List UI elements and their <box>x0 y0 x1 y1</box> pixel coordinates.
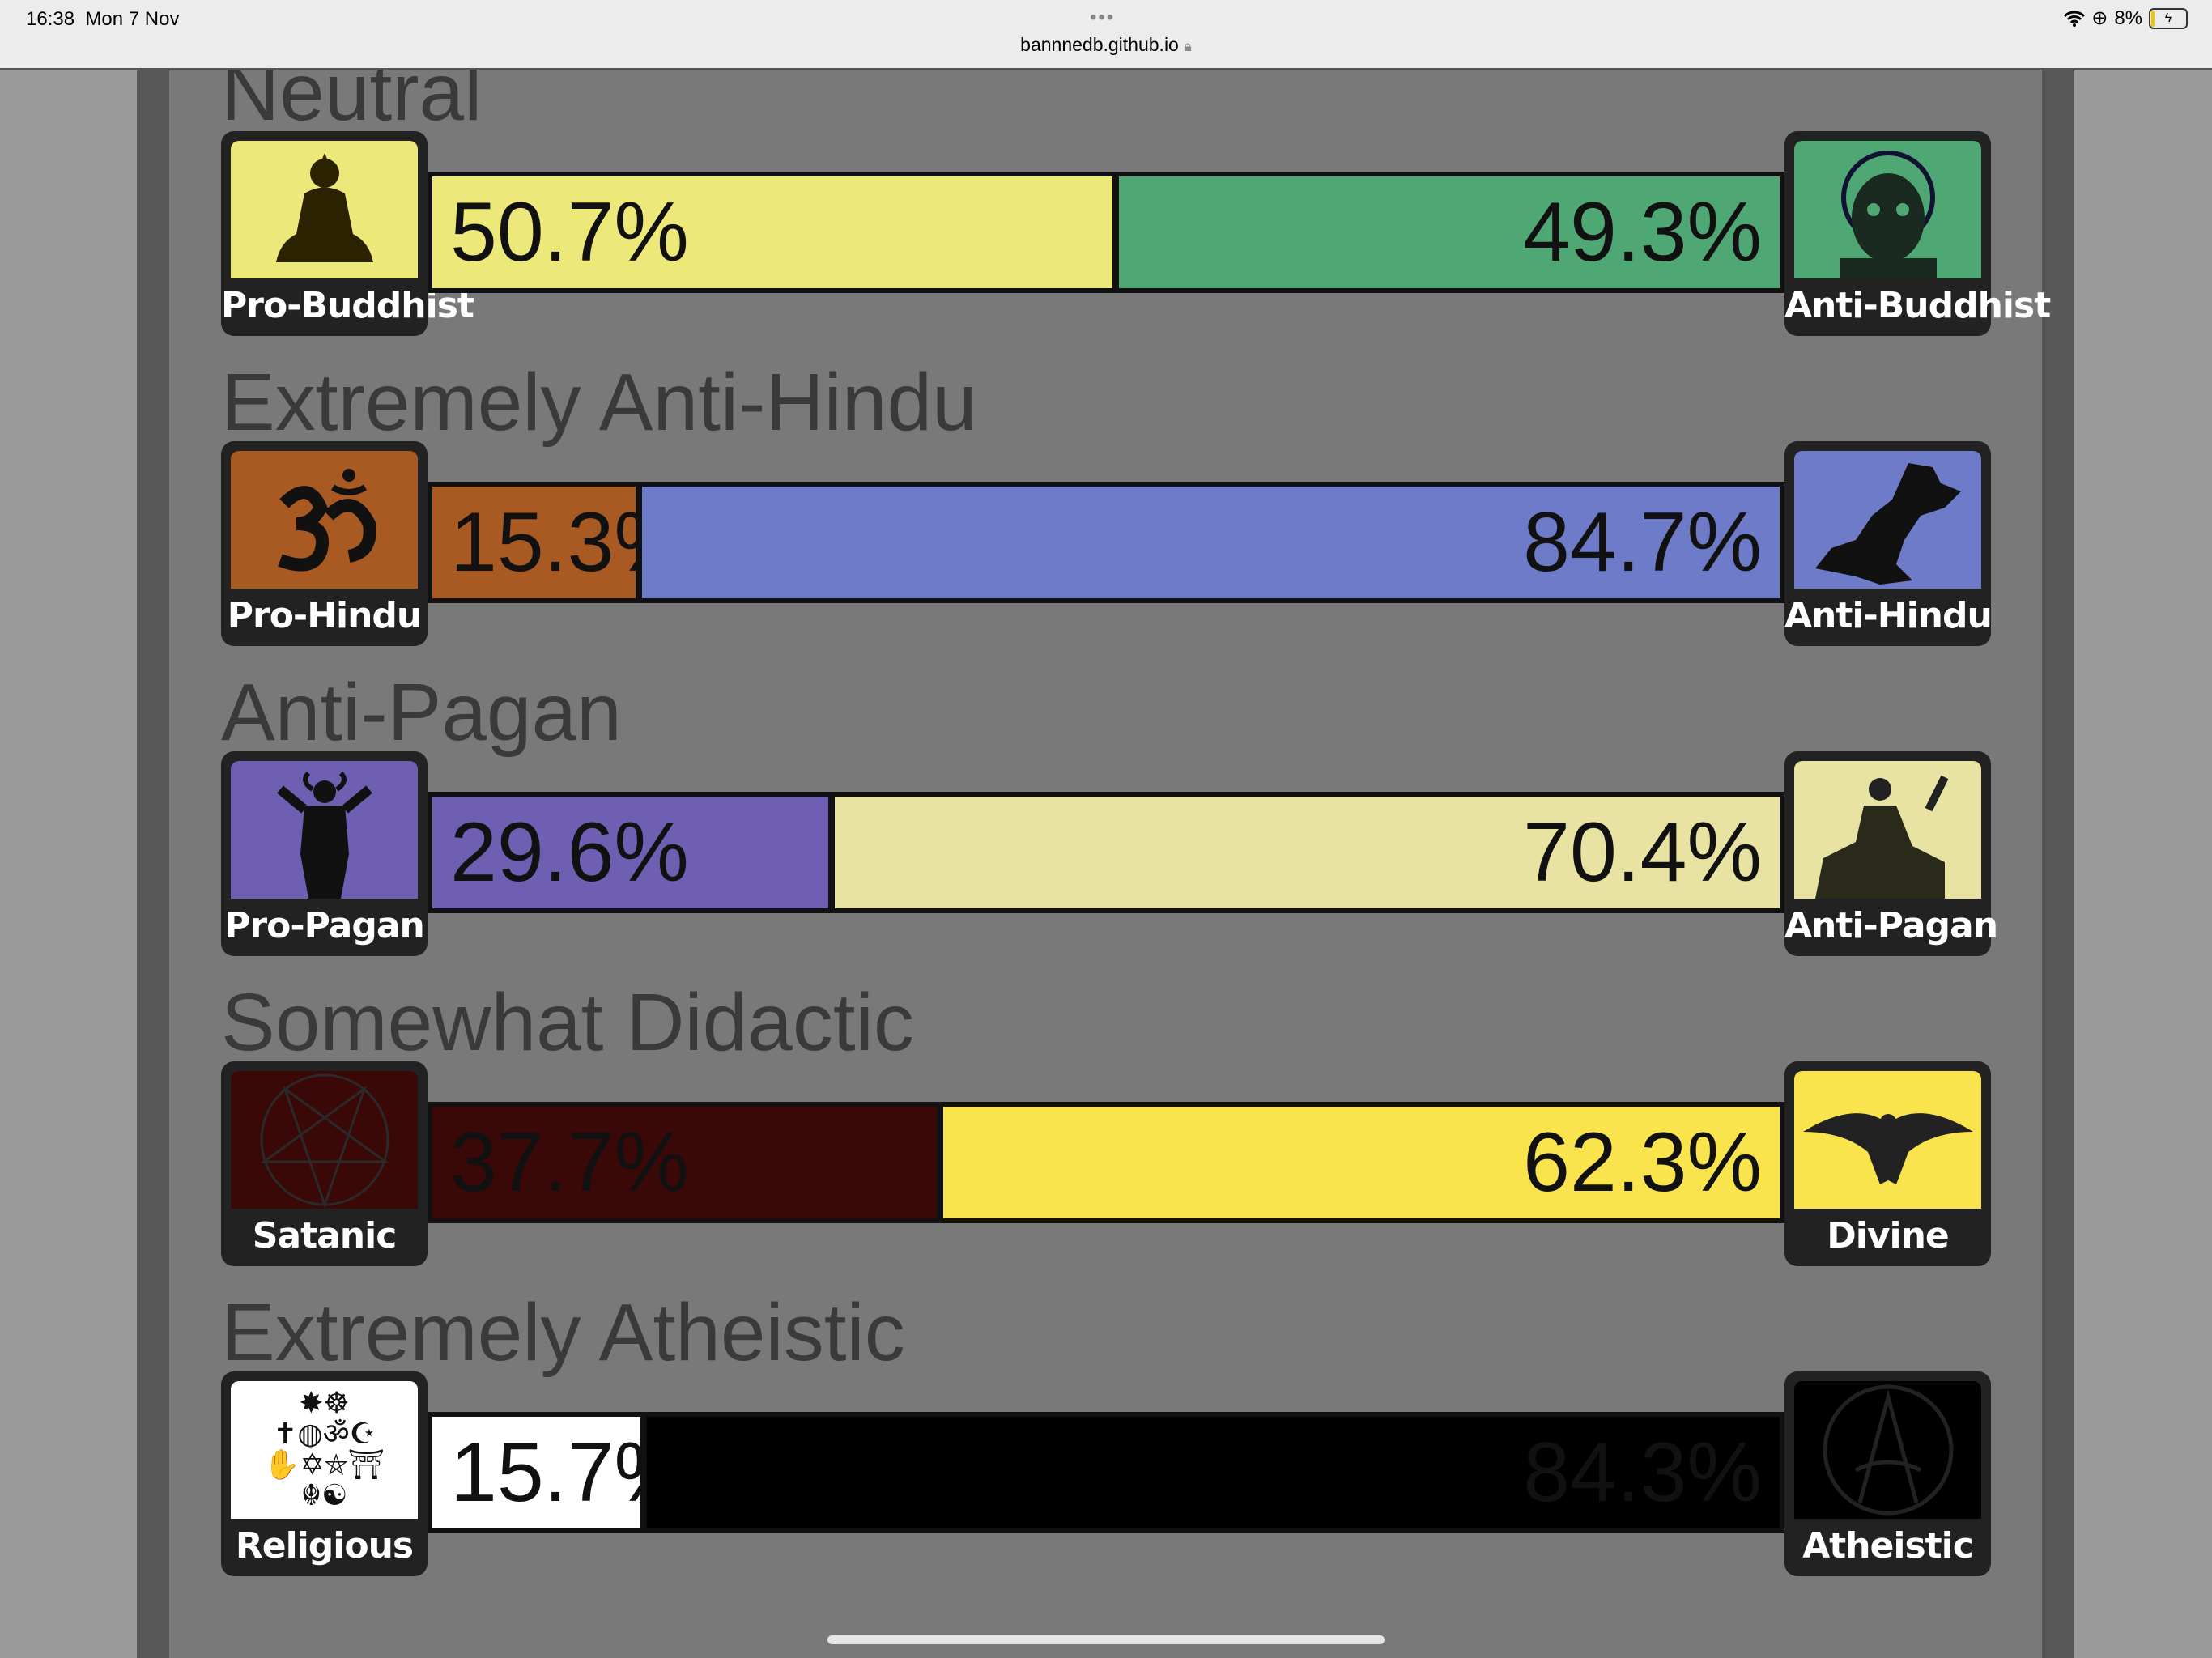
axis-title: Somewhat Didactic <box>221 977 914 1068</box>
right-label: Anti-Hindu <box>1784 595 1993 636</box>
right-label: Anti-Pagan <box>1784 905 1998 946</box>
right-fill: 84.3% <box>647 1417 1780 1528</box>
axis-title: Anti-Pagan <box>221 667 622 758</box>
home-indicator[interactable] <box>827 1635 1385 1644</box>
right-icon-card: Anti-Buddhist <box>1784 131 2051 336</box>
pakistan-map-icon <box>1794 451 1981 589</box>
om-icon <box>231 451 418 589</box>
buddha-icon <box>231 141 418 278</box>
left-percent: 29.6% <box>450 805 689 899</box>
right-fill: 84.7% <box>642 487 1780 598</box>
left-fill: 15.3% <box>432 487 689 598</box>
left-label: Pro-Buddhist <box>221 285 474 326</box>
right-label: Anti-Buddhist <box>1784 285 2051 326</box>
left-percent: 37.7% <box>450 1115 689 1209</box>
score-bar: 37.7% 62.3% <box>428 1102 1784 1223</box>
atheist-a-icon <box>1794 1381 1981 1519</box>
score-bar: 15.7% 84.3% <box>428 1412 1784 1533</box>
wifi-icon <box>2064 11 2086 27</box>
right-label: Divine <box>1827 1215 1950 1256</box>
score-bar: 15.3% 84.7% <box>428 482 1784 603</box>
right-icon-card: Anti-Pagan <box>1784 751 1998 956</box>
left-label: Pro-Hindu <box>227 595 423 636</box>
pentagram-icon <box>231 1071 418 1209</box>
right-fill: 70.4% <box>835 797 1780 908</box>
axis-title: Extremely Anti-Hindu <box>221 357 977 448</box>
left-icon-card: Pro-Hindu <box>221 441 428 646</box>
left-fill: 37.7% <box>432 1107 937 1218</box>
triumphant-statue-icon <box>1794 761 1981 899</box>
orientation-lock-icon: ⊕ <box>2091 7 2108 29</box>
right-percent: 84.3% <box>1523 1425 1762 1520</box>
axis-title: Extremely Atheistic <box>221 1287 905 1378</box>
right-percent: 62.3% <box>1523 1115 1762 1209</box>
battery-percent: 8% <box>2114 6 2142 29</box>
status-time: 16:38 Mon 7 Nov <box>26 8 179 31</box>
right-icon-card: Atheistic <box>1784 1371 1991 1576</box>
status-icons: ⊕ 8% ϟ <box>2064 6 2188 30</box>
left-icon-card: ✸☸ ✝◍ॐ☪ ✋✡⛤⛩ ☬☯ Religious <box>221 1371 428 1576</box>
horned-idol-icon <box>231 761 418 899</box>
dove-icon <box>1794 1071 1981 1209</box>
score-bar: 29.6% 70.4% <box>428 792 1784 913</box>
more-dots-icon[interactable]: ••• <box>1090 6 1116 28</box>
left-fill: 15.7% <box>432 1417 689 1528</box>
left-label: Religious <box>235 1525 414 1567</box>
score-bar: 50.7% 49.3% <box>428 172 1784 293</box>
religious-symbols-icon: ✸☸ ✝◍ॐ☪ ✋✡⛤⛩ ☬☯ <box>231 1381 418 1519</box>
right-fill: 49.3% <box>1119 176 1780 288</box>
date: Mon 7 Nov <box>85 8 180 30</box>
left-label: Pro-Pagan <box>224 905 425 946</box>
left-label: Satanic <box>252 1215 398 1256</box>
right-percent: 49.3% <box>1523 185 1762 279</box>
left-icon-card: Pro-Buddhist <box>221 131 474 336</box>
demon-face-icon <box>1794 141 1981 278</box>
right-label: Atheistic <box>1802 1525 1974 1567</box>
right-icon-card: Divine <box>1784 1061 1991 1266</box>
lock-icon: 🔒︎ <box>1184 38 1192 54</box>
right-percent: 70.4% <box>1523 805 1762 899</box>
left-percent: 50.7% <box>450 185 689 279</box>
right-percent: 84.7% <box>1523 495 1762 589</box>
page-border-left <box>137 68 169 1658</box>
left-icon-card: Satanic <box>221 1061 428 1266</box>
right-fill: 62.3% <box>943 1107 1780 1218</box>
status-bar: 16:38 Mon 7 Nov ••• bannnedb.github.io 🔒… <box>0 0 2212 70</box>
url-text: bannnedb.github.io <box>1020 34 1179 55</box>
url-bar[interactable]: bannnedb.github.io 🔒︎ <box>0 34 2212 56</box>
left-fill: 50.7% <box>432 176 1112 288</box>
page-border-right <box>2042 68 2074 1658</box>
left-icon-card: Pro-Pagan <box>221 751 428 956</box>
right-icon-card: Anti-Hindu <box>1784 441 1993 646</box>
time: 16:38 <box>26 8 75 30</box>
battery-charging-icon: ϟ <box>2149 7 2188 29</box>
left-fill: 29.6% <box>432 797 828 908</box>
